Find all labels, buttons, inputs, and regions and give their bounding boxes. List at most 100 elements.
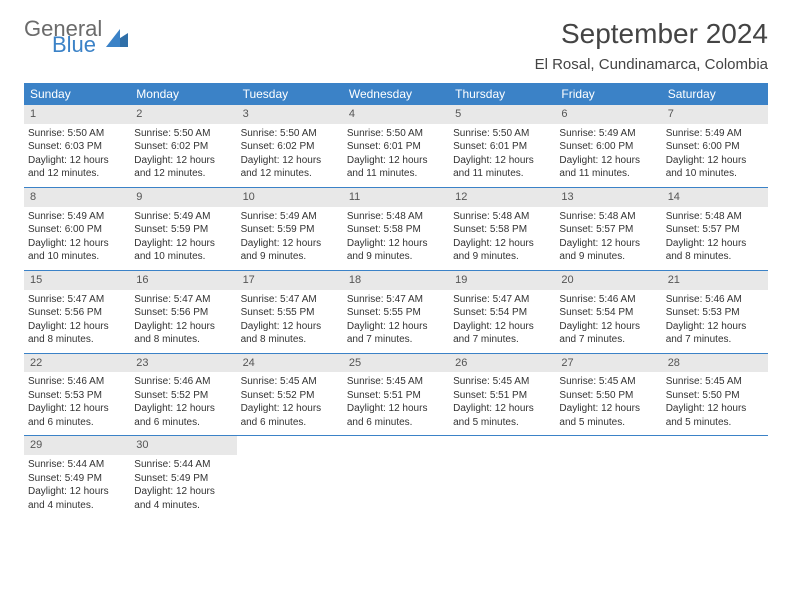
day-number: 4 bbox=[343, 105, 449, 124]
sunrise-line: Sunrise: 5:44 AM bbox=[28, 458, 126, 472]
sunset-line: Sunset: 5:57 PM bbox=[666, 223, 764, 237]
day-cell: 28Sunrise: 5:45 AMSunset: 5:50 PMDayligh… bbox=[662, 354, 768, 436]
day-number: 3 bbox=[237, 105, 343, 124]
weekday-tuesday: Tuesday bbox=[237, 83, 343, 105]
day-number: 2 bbox=[130, 105, 236, 124]
logo-text: General Blue bbox=[24, 18, 102, 56]
sunset-line: Sunset: 5:51 PM bbox=[347, 389, 445, 403]
daylight-line: Daylight: 12 hours and 10 minutes. bbox=[666, 154, 764, 181]
sunrise-line: Sunrise: 5:50 AM bbox=[241, 127, 339, 141]
sunrise-line: Sunrise: 5:49 AM bbox=[134, 210, 232, 224]
weekday-saturday: Saturday bbox=[662, 83, 768, 105]
week-row: 8 Sunrise: 5:49 AM Sunset: 6:00 PM Daylight… bbox=[24, 188, 768, 271]
day-cell: 26Sunrise: 5:45 AMSunset: 5:51 PMDayligh… bbox=[449, 354, 555, 436]
logo-triangle-icon bbox=[106, 29, 128, 47]
sunset-line: Sunset: 5:59 PM bbox=[241, 223, 339, 237]
daylight-line: Daylight: 12 hours and 7 minutes. bbox=[347, 320, 445, 347]
day-cell: 5 Sunrise: 5:50 AMSunset: 6:01 PMDaylight… bbox=[449, 105, 555, 187]
day-number: 11 bbox=[343, 188, 449, 207]
sunset-line: Sunset: 6:03 PM bbox=[28, 140, 126, 154]
sunset-line: Sunset: 5:59 PM bbox=[134, 223, 232, 237]
day-number: 8 bbox=[24, 188, 130, 207]
sunset-line: Sunset: 5:52 PM bbox=[241, 389, 339, 403]
day-number: 28 bbox=[662, 354, 768, 373]
daylight-line: Daylight: 12 hours and 4 minutes. bbox=[28, 485, 126, 512]
daylight-line: Daylight: 12 hours and 10 minutes. bbox=[134, 237, 232, 264]
day-number: 23 bbox=[130, 354, 236, 373]
day-cell bbox=[555, 436, 661, 518]
day-number: 20 bbox=[555, 271, 661, 290]
day-cell: 8Sunrise: 5:49 AMSunset: 6:00 PMDaylight… bbox=[24, 188, 130, 270]
sunrise-line: Sunrise: 5:48 AM bbox=[666, 210, 764, 224]
day-cell: 9Sunrise: 5:49 AMSunset: 5:59 PMDaylight… bbox=[130, 188, 236, 270]
sunrise-line: Sunrise: 5:45 AM bbox=[666, 375, 764, 389]
daylight-line: Daylight: 12 hours and 5 minutes. bbox=[559, 402, 657, 429]
sunset-line: Sunset: 6:01 PM bbox=[453, 140, 551, 154]
weekday-header-row: SundayMondayTuesdayWednesdayThursdayFrid… bbox=[24, 83, 768, 105]
daylight-line: Daylight: 12 hours and 7 minutes. bbox=[559, 320, 657, 347]
sunrise-line: Sunrise: 5:46 AM bbox=[134, 375, 232, 389]
daylight-line: Daylight: 12 hours and 12 minutes. bbox=[28, 154, 126, 181]
daylight-line: Daylight: 12 hours and 7 minutes. bbox=[666, 320, 764, 347]
sunrise-line: Sunrise: 5:49 AM bbox=[666, 127, 764, 141]
day-cell: 1Sunrise: 5:50 AMSunset: 6:03 PMDaylight… bbox=[24, 105, 130, 187]
sunset-line: Sunset: 6:00 PM bbox=[28, 223, 126, 237]
daylight-line: Daylight: 12 hours and 8 minutes. bbox=[28, 320, 126, 347]
sunrise-line: Sunrise: 5:48 AM bbox=[347, 210, 445, 224]
calendar: SundayMondayTuesdayWednesdayThursdayFrid… bbox=[24, 83, 768, 518]
day-cell: 2Sunrise: 5:50 AMSunset: 6:02 PMDaylight… bbox=[130, 105, 236, 187]
logo: General Blue bbox=[24, 18, 128, 56]
sunset-line: Sunset: 5:51 PM bbox=[453, 389, 551, 403]
sunset-line: Sunset: 5:56 PM bbox=[134, 306, 232, 320]
day-cell bbox=[237, 436, 343, 518]
day-cell: 22Sunrise: 5:46 AMSunset: 5:53 PMDayligh… bbox=[24, 354, 130, 436]
day-cell: 19Sunrise: 5:47 AMSunset: 5:54 PMDayligh… bbox=[449, 271, 555, 353]
sunset-line: Sunset: 5:53 PM bbox=[666, 306, 764, 320]
sunset-line: Sunset: 6:01 PM bbox=[347, 140, 445, 154]
sunrise-line: Sunrise: 5:45 AM bbox=[347, 375, 445, 389]
day-number: 18 bbox=[343, 271, 449, 290]
day-cell: 23Sunrise: 5:46 AMSunset: 5:52 PMDayligh… bbox=[130, 354, 236, 436]
day-cell: 30Sunrise: 5:44 AMSunset: 5:49 PMDayligh… bbox=[130, 436, 236, 518]
daylight-line: Daylight: 12 hours and 9 minutes. bbox=[347, 237, 445, 264]
sunset-line: Sunset: 5:55 PM bbox=[347, 306, 445, 320]
week-row: 1Sunrise: 5:50 AMSunset: 6:03 PMDaylight… bbox=[24, 105, 768, 188]
day-cell bbox=[662, 436, 768, 518]
daylight-line: Daylight: 12 hours and 11 minutes. bbox=[453, 154, 551, 181]
day-cell: 17Sunrise: 5:47 AMSunset: 5:55 PMDayligh… bbox=[237, 271, 343, 353]
day-cell: 25Sunrise: 5:45 AMSunset: 5:51 PMDayligh… bbox=[343, 354, 449, 436]
weekday-friday: Friday bbox=[555, 83, 661, 105]
sunrise-line: Sunrise: 5:49 AM bbox=[241, 210, 339, 224]
weekday-wednesday: Wednesday bbox=[343, 83, 449, 105]
day-cell: 14Sunrise: 5:48 AMSunset: 5:57 PMDayligh… bbox=[662, 188, 768, 270]
header: General Blue September 2024 El Rosal, Cu… bbox=[24, 18, 768, 73]
sunset-line: Sunset: 6:02 PM bbox=[134, 140, 232, 154]
sunset-line: Sunset: 5:49 PM bbox=[134, 472, 232, 486]
day-cell: 7Sunrise: 5:49 AMSunset: 6:00 PMDaylight… bbox=[662, 105, 768, 187]
day-cell: 11Sunrise: 5:48 AMSunset: 5:58 PMDayligh… bbox=[343, 188, 449, 270]
day-cell: 18Sunrise: 5:47 AMSunset: 5:55 PMDayligh… bbox=[343, 271, 449, 353]
sunrise-line: Sunrise: 5:48 AM bbox=[453, 210, 551, 224]
weekday-thursday: Thursday bbox=[449, 83, 555, 105]
day-cell: 4Sunrise: 5:50 AMSunset: 6:01 PMDaylight… bbox=[343, 105, 449, 187]
day-number: 10 bbox=[237, 188, 343, 207]
sunrise-line: Sunrise: 5:50 AM bbox=[453, 127, 551, 141]
day-cell: 6Sunrise: 5:49 AMSunset: 6:00 PMDaylight… bbox=[555, 105, 661, 187]
day-number: 14 bbox=[662, 188, 768, 207]
day-cell: 29 Sunrise: 5:44 AMSunset: 5:49 PMDayligh… bbox=[24, 436, 130, 518]
sunrise-line: Sunrise: 5:45 AM bbox=[559, 375, 657, 389]
daylight-line: Daylight: 12 hours and 9 minutes. bbox=[559, 237, 657, 264]
sunrise-line: Sunrise: 5:47 AM bbox=[28, 293, 126, 307]
day-number: 29 bbox=[24, 436, 130, 455]
sunset-line: Sunset: 5:49 PM bbox=[28, 472, 126, 486]
sunset-line: Sunset: 6:00 PM bbox=[666, 140, 764, 154]
sunset-line: Sunset: 5:54 PM bbox=[453, 306, 551, 320]
sunrise-line: Sunrise: 5:47 AM bbox=[134, 293, 232, 307]
day-number: 25 bbox=[343, 354, 449, 373]
day-number: 5 bbox=[449, 105, 555, 124]
sunset-line: Sunset: 5:52 PM bbox=[134, 389, 232, 403]
weekday-monday: Monday bbox=[130, 83, 236, 105]
sunrise-line: Sunrise: 5:46 AM bbox=[28, 375, 126, 389]
day-cell: 15Sunrise: 5:47 AMSunset: 5:56 PMDayligh… bbox=[24, 271, 130, 353]
day-number: 21 bbox=[662, 271, 768, 290]
